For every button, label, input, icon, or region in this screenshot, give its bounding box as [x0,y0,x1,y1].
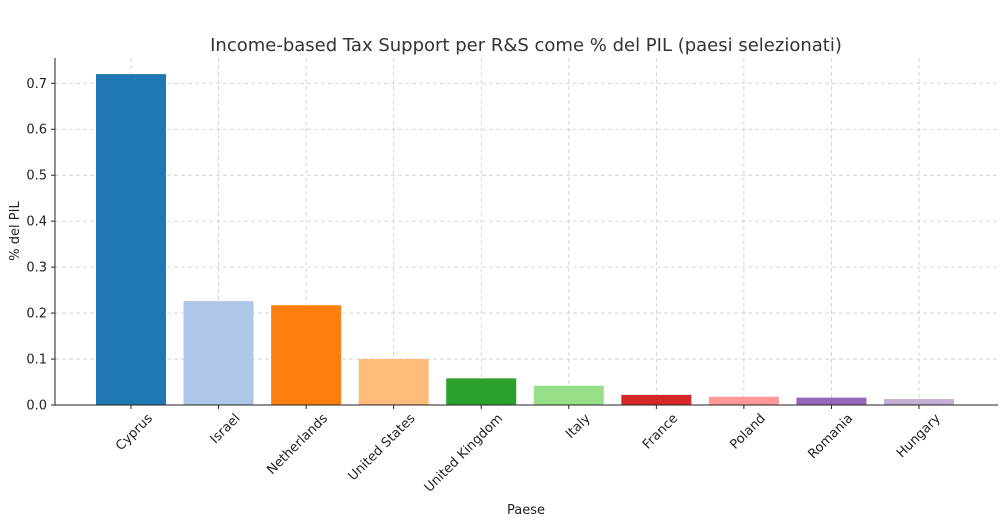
x-tick-label: Romania [805,411,856,462]
chart-title: Income-based Tax Support per R&S come % … [210,35,842,56]
y-ticks: 0.0 0.1 0.2 0.3 0.4 0.5 0.6 0.7 [26,77,55,414]
axes [54,58,998,406]
x-axis-label: Paese [507,503,545,518]
bar-united-kingdom [446,378,517,405]
x-tick-label: France [640,411,681,452]
x-tick-label: Hungary [894,411,944,461]
bar-cyprus [96,74,166,405]
bar-netherlands [271,305,342,405]
x-ticks: Cyprus Israel Netherlands United States Unit… [113,405,944,496]
bar-italy [533,385,604,405]
bar-hungary [884,399,954,405]
bar-israel [183,301,254,405]
bar-united-states [358,359,429,405]
y-tick-label: 0.2 [26,307,47,322]
x-tick-label: United Kingdom [422,411,506,495]
x-tick-label: Poland [727,411,768,452]
x-tick-label: United States [346,411,419,484]
y-tick-label: 0.5 [26,169,47,184]
grid-lines [55,58,998,405]
y-tick-label: 0.0 [26,399,47,414]
y-tick-label: 0.7 [26,77,47,92]
bar-france [621,394,692,405]
x-tick-label: Cyprus [113,411,156,454]
bars [96,74,954,405]
y-tick-label: 0.4 [26,215,47,230]
y-tick-label: 0.1 [26,353,47,368]
x-tick-label: Italy [563,411,594,442]
x-tick-label: Israel [208,411,244,447]
y-tick-label: 0.3 [26,261,47,276]
bar-romania [796,397,867,405]
y-tick-label: 0.6 [26,123,47,138]
y-axis-label: % del PIL [8,201,23,261]
bar-poland [708,396,779,405]
x-tick-label: Netherlands [264,411,331,478]
